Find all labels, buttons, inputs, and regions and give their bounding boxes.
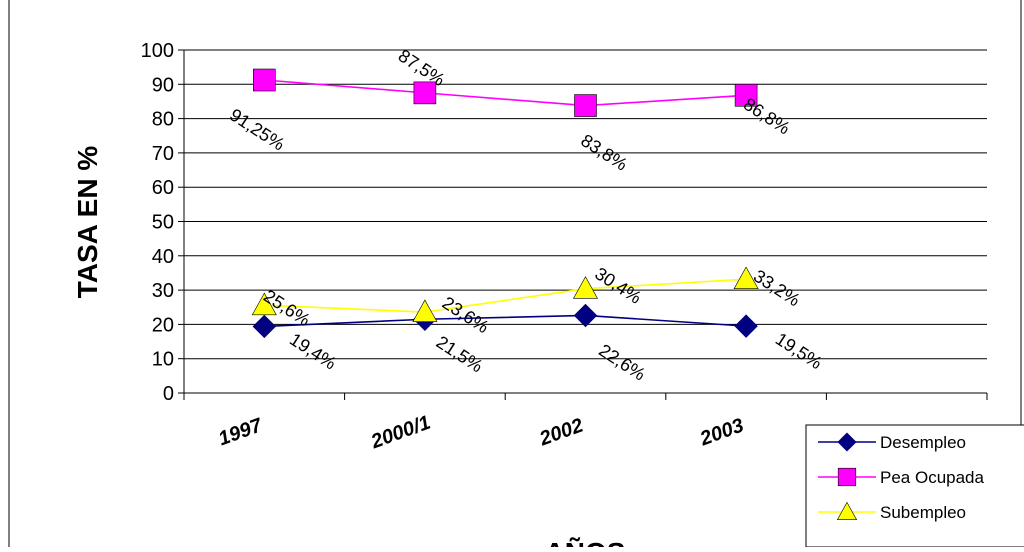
series-marker-triangle [572, 276, 599, 299]
series-marker-diamond [837, 432, 857, 452]
x-category-label: 2003 [696, 414, 746, 450]
series-marker-triangle [733, 266, 759, 290]
series-line [264, 278, 747, 313]
series-marker-diamond [573, 303, 598, 328]
y-tick-label: 30 [152, 280, 174, 302]
data-label: 19,5% [772, 329, 826, 374]
x-category-label: 2002 [536, 414, 586, 450]
y-tick-label: 80 [152, 109, 174, 131]
y-tick-label: 40 [152, 246, 174, 268]
series-line [264, 314, 747, 328]
data-label: 30,4% [591, 263, 645, 308]
y-tick-label: 70 [152, 143, 174, 165]
data-label: 19,4% [286, 329, 340, 374]
data-label: 22,6% [595, 340, 649, 385]
series-marker-square [253, 68, 276, 92]
series-marker-square [734, 83, 758, 107]
series-pea-ocupada [253, 68, 758, 117]
series-marker-square [574, 94, 597, 117]
series-marker-square [413, 81, 437, 105]
series-marker-square [837, 467, 857, 487]
y-tick-label: 50 [152, 212, 174, 234]
y-tick-label: 60 [152, 177, 174, 199]
y-tick-label: 0 [163, 383, 174, 405]
x-category-label: 2000/1 [367, 412, 433, 454]
x-axis-title: AÑOS [545, 537, 626, 547]
series-subempleo [251, 266, 759, 322]
series-marker-triangle [836, 501, 858, 520]
series-marker-diamond [252, 314, 277, 339]
data-label: 21,5% [433, 332, 487, 377]
y-tick-label: 90 [152, 74, 174, 96]
legend-entry-label: Desempleo [880, 433, 966, 452]
legend: Desempleo Pea Ocupada Subempleo [805, 424, 1024, 548]
y-axis-title: TASA EN % [72, 146, 103, 299]
x-category-label: 1997 [216, 414, 266, 450]
data-label: 23,6% [439, 293, 493, 338]
y-tick-label: 10 [152, 349, 174, 371]
series-marker-diamond [734, 314, 758, 338]
legend-entry-label: Pea Ocupada [880, 468, 985, 487]
legend-entry-label: Subempleo [880, 503, 966, 522]
y-tick-label: 100 [141, 40, 174, 62]
data-label: 91,25% [226, 105, 288, 155]
series-marker-triangle [412, 299, 438, 322]
series-desempleo [252, 303, 758, 339]
series-marker-triangle [251, 292, 277, 316]
data-label: 86,8% [740, 94, 794, 139]
y-tick-label: 20 [152, 314, 174, 336]
series-line [264, 79, 747, 107]
